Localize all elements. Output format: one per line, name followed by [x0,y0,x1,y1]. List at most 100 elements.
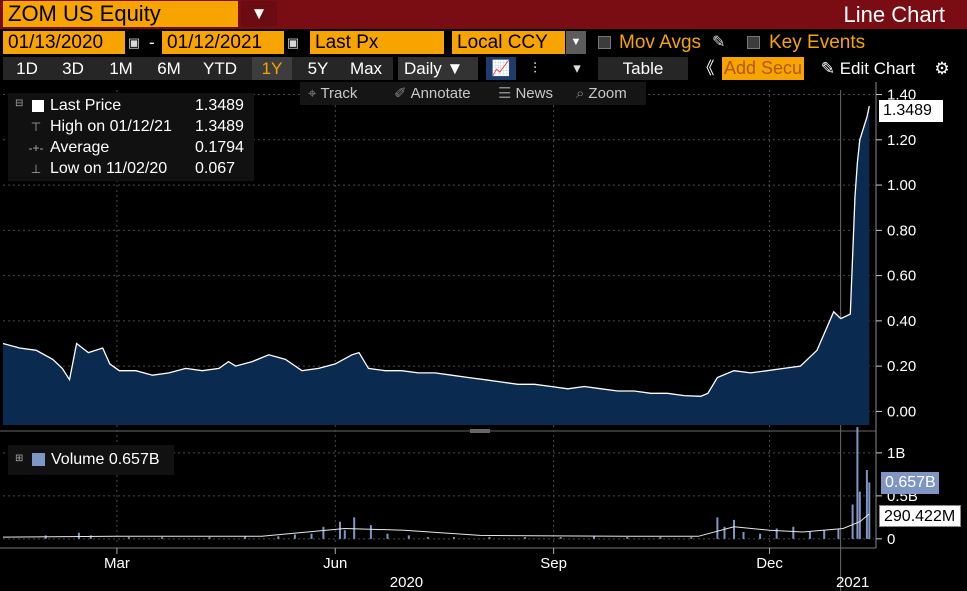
last-price-label: Last Price [50,97,122,114]
field-selector[interactable]: Last Px [310,31,444,54]
period-button-1d[interactable]: 1D [16,59,38,78]
security-ticker-field[interactable]: ZOM US Equity [3,1,238,27]
currency-selector[interactable]: Local CCY [452,31,565,54]
volume-bar [626,537,629,539]
volume-bar [77,532,80,539]
volume-legend-expand-icon[interactable]: ⊞ [15,453,24,464]
volume-bar [690,537,693,539]
price-area [3,106,870,425]
volume-bar [293,534,296,539]
volume-bar [277,536,280,539]
period-button-6m[interactable]: 6M [157,59,181,78]
start-date-field[interactable]: 01/13/2020 [3,31,125,54]
annotate-button[interactable]: ✐ Annotate [394,82,471,105]
zoom-button[interactable]: ⌕ Zoom [576,82,627,105]
low-label: Low on 11/02/20 [50,160,168,177]
start-calendar-icon[interactable]: ▣ [127,35,141,50]
mov-avgs-checkbox[interactable] [598,36,611,49]
legend-high: ⊤ High on 01/12/21 1.3489 [8,117,254,137]
news-button[interactable]: ☰ News [498,82,553,105]
volume-bar [716,517,719,539]
news-icon: ☰ [498,85,512,102]
annotate-label: Annotate [410,85,471,102]
collapse-chevron-icon[interactable]: 《 [697,59,715,78]
price-series [2,105,870,425]
period-button-5y[interactable]: 5Y [307,59,329,78]
price-tick-label: 0.00 [887,403,916,420]
high-label: High on 01/12/21 [50,118,172,135]
volume-legend-label: Volume 0.657B [51,451,160,468]
period-selector [3,57,393,80]
period-button-max[interactable]: Max [349,59,383,78]
volume-legend: ⊞ Volume 0.657B [8,445,174,475]
volume-bar [426,537,429,539]
volume-bar [310,533,313,539]
volume-tick-label: 0 [887,531,895,548]
edit-chart-button[interactable]: ✎ Edit Chart [812,57,924,80]
magnifier-icon: ⌕ [576,85,585,102]
candlestick-mode-icon[interactable]: ⫶ [533,60,537,77]
volume-bar [823,530,826,539]
legend-last-price: Last Price 1.3489 [8,96,254,116]
volume-bar [353,517,356,539]
volume-bar [593,536,595,539]
year-label: 2021 [836,574,869,591]
period-button-ytd[interactable]: YTD [203,59,237,78]
period-button-1y[interactable]: 1Y [252,57,292,80]
volume-bar [161,537,163,539]
line-chart-mode-icon[interactable]: 📈 [486,57,516,80]
mov-avgs-edit-icon[interactable]: ✎ [712,34,726,51]
frequency-dropdown[interactable]: Daily ▼ [398,57,478,80]
legend-collapse-icon[interactable]: ⊟ [15,98,24,109]
track-label: Track [320,85,358,102]
volume-bar [733,519,735,539]
volume-bar [659,537,662,539]
end-calendar-icon[interactable]: ▣ [286,35,300,50]
security-menu-button[interactable]: ▼ [241,1,277,27]
price-volume-chart[interactable]: 0.000.200.400.600.801.001.201.4000.5B1BM… [0,82,967,591]
month-tick-label: Jun [323,555,347,572]
crosshair-icon: ⌖ [308,85,317,102]
mov-avgs-label[interactable]: Mov Avgs [619,32,702,53]
high-marker-icon: ⊤ [30,120,42,134]
average-label: Average [50,139,110,156]
chart-toolbar: Daily ▼ 📈 ⫶ ▾ Table 《 Add Secu ✎ Edit Ch… [0,56,967,81]
chart-type-dropdown-icon[interactable]: ▾ [573,60,581,77]
volume-bar [858,491,861,539]
volume-bar [524,537,527,539]
month-tick-label: Sep [540,555,567,572]
volume-bar [868,482,871,539]
low-marker-icon: ⊥ [30,162,42,176]
news-label: News [515,85,553,102]
key-events-checkbox[interactable] [747,36,760,49]
average-marker-icon: -+- [28,141,44,155]
period-button-3d[interactable]: 3D [62,59,84,78]
settings-gear-icon[interactable]: ⚙ [934,59,950,78]
track-button[interactable]: ⌖ Track [308,82,357,105]
volume-bar [407,535,410,539]
currency-dropdown-icon[interactable]: ▼ [566,31,586,54]
volume-bar [488,537,491,539]
price-line [2,105,870,397]
price-tick-label: 1.40 [887,87,916,104]
volume-bar [723,526,726,539]
table-button[interactable]: Table [598,57,688,80]
chart-type-title: Line Chart [843,2,945,27]
volume-series [2,427,871,539]
volume-bar [837,528,840,539]
last-volume-tag: 0.657B [881,472,939,494]
annotation-toolbar: ⌖ Track ✐ Annotate ☰ News ⌕ Zoom [300,82,646,105]
average-volume-line [2,513,870,538]
volume-bar [208,537,211,539]
key-events-label[interactable]: Key Events [769,32,866,53]
period-button-1m[interactable]: 1M [109,59,133,78]
add-security-input[interactable]: Add Secu [722,57,804,80]
last-price-value: 1.3489 [195,97,244,114]
volume-bar [865,470,868,539]
volume-bar [322,526,325,539]
panel-resize-handle [470,429,490,433]
end-date-field[interactable]: 01/12/2021 [162,31,284,54]
high-value: 1.3489 [195,118,244,135]
volume-bar [339,521,341,539]
year-label: 2020 [390,574,423,591]
